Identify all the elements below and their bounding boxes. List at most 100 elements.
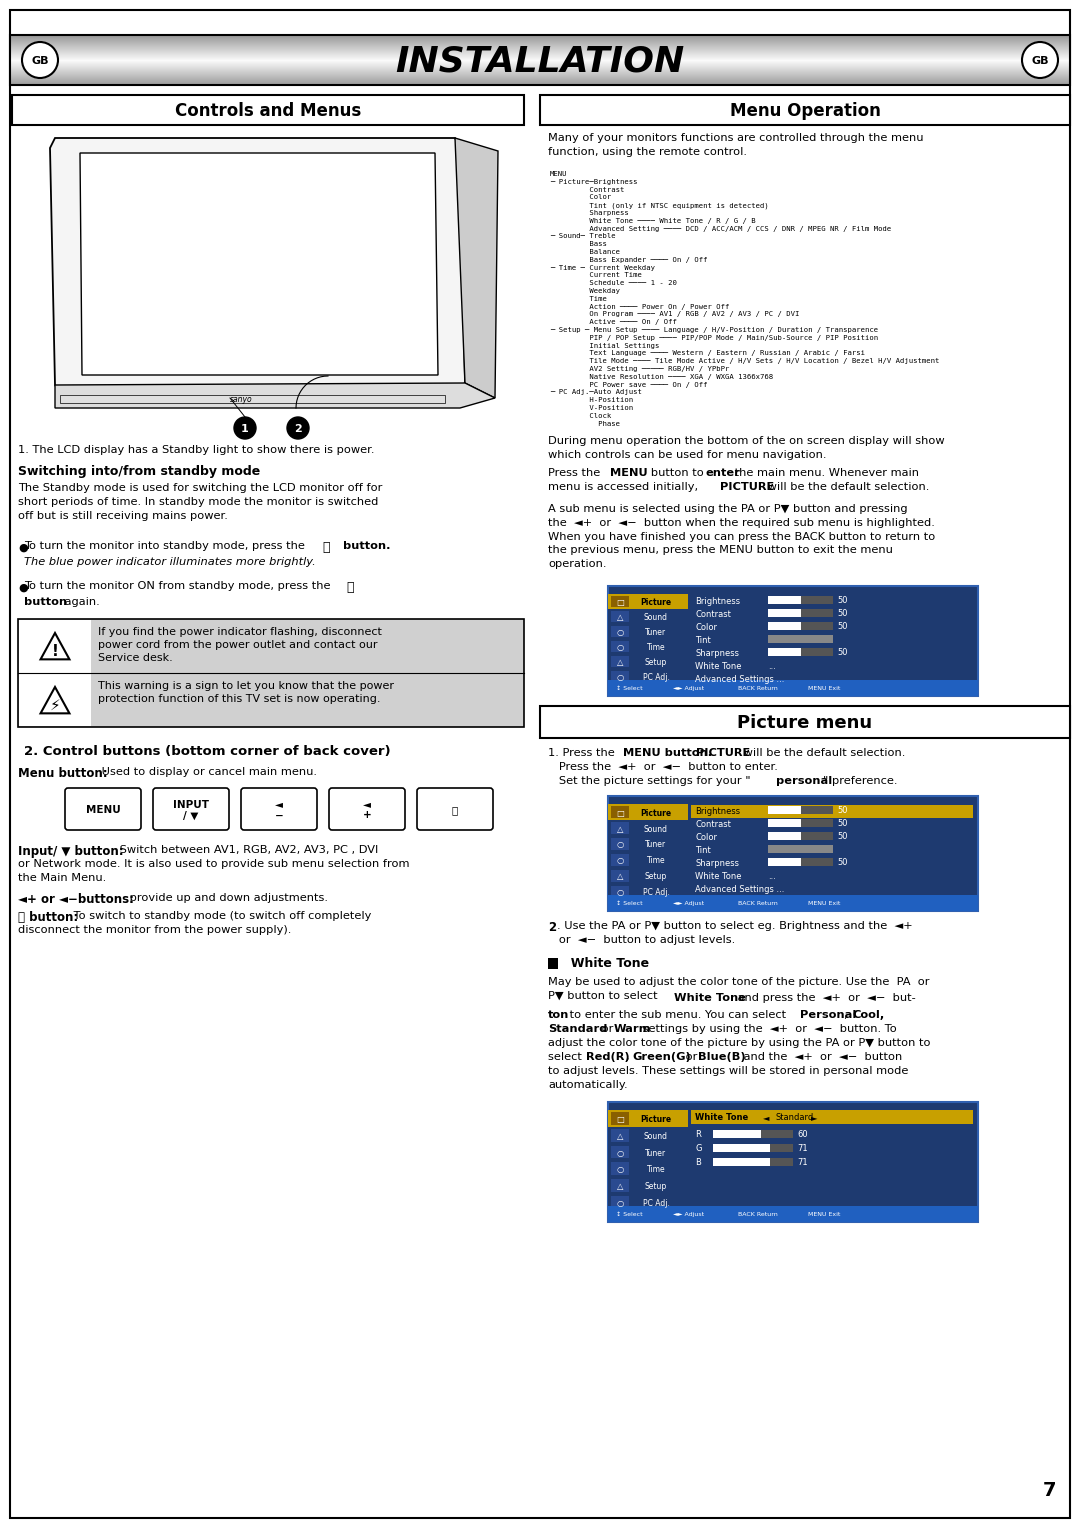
Text: A sub menu is selected using the PA or P▼ button and pressing
the  ◄+  or  ◄−  b: A sub menu is selected using the PA or P… xyxy=(548,504,935,568)
Text: button.: button. xyxy=(335,541,391,552)
Text: ⚡: ⚡ xyxy=(50,698,60,714)
Text: Balance: Balance xyxy=(550,249,620,255)
Text: Press the: Press the xyxy=(548,469,607,478)
Text: Red(R): Red(R) xyxy=(586,1053,630,1062)
Text: Cool,: Cool, xyxy=(852,1010,885,1021)
Circle shape xyxy=(234,417,256,439)
Text: Input/ ▼ button:: Input/ ▼ button: xyxy=(18,845,123,859)
Bar xyxy=(611,1129,629,1141)
Text: Color: Color xyxy=(550,194,611,200)
Text: ─ Picture─Brightness: ─ Picture─Brightness xyxy=(550,179,637,185)
Text: R: R xyxy=(696,1129,701,1138)
Text: White Tone: White Tone xyxy=(696,872,742,882)
Bar xyxy=(768,833,833,840)
Text: Used to display or cancel main menu.: Used to display or cancel main menu. xyxy=(98,767,318,778)
Text: Green(G): Green(G) xyxy=(632,1053,691,1062)
Text: Tint (only if NTSC equipment is detected): Tint (only if NTSC equipment is detected… xyxy=(550,202,769,209)
Text: Initial Settings: Initial Settings xyxy=(550,342,660,348)
Text: select: select xyxy=(548,1053,585,1062)
Text: Advanced Settings ...: Advanced Settings ... xyxy=(696,885,784,894)
Bar xyxy=(608,1177,688,1195)
Text: PIP / POP Setup ──── PIP/POP Mode / Main/Sub-Source / PIP Position: PIP / POP Setup ──── PIP/POP Mode / Main… xyxy=(550,335,878,341)
Text: Tuner: Tuner xyxy=(646,628,666,637)
Bar xyxy=(768,819,800,827)
Text: On Program ──── AV1 / RGB / AV2 / AV3 / PC / DVI: On Program ──── AV1 / RGB / AV2 / AV3 / … xyxy=(550,312,799,318)
Text: Tint: Tint xyxy=(696,636,711,645)
Text: 50: 50 xyxy=(837,805,848,814)
FancyBboxPatch shape xyxy=(65,788,141,830)
Text: Picture: Picture xyxy=(640,599,672,608)
Text: Standard: Standard xyxy=(775,1112,813,1122)
Bar xyxy=(611,1180,629,1192)
Text: White Tone: White Tone xyxy=(696,662,742,671)
Text: MENU: MENU xyxy=(550,171,567,177)
Text: " preference.: " preference. xyxy=(823,776,897,787)
Text: ─ PC Adj.─Auto Adjust: ─ PC Adj.─Auto Adjust xyxy=(550,390,642,396)
Text: BACK Return: BACK Return xyxy=(738,686,778,691)
Text: ↕ Select: ↕ Select xyxy=(616,686,643,691)
Text: B: B xyxy=(696,1158,701,1167)
Polygon shape xyxy=(455,138,498,397)
Bar xyxy=(713,1144,793,1152)
Text: G: G xyxy=(696,1144,702,1154)
Circle shape xyxy=(287,417,309,439)
Text: ⏻: ⏻ xyxy=(451,805,458,814)
Text: Picture: Picture xyxy=(640,808,672,817)
Text: ○: ○ xyxy=(617,856,623,865)
Bar xyxy=(608,1111,688,1129)
Text: Time: Time xyxy=(647,856,665,865)
Text: MENU: MENU xyxy=(610,469,648,478)
Text: and press the  ◄+  or  ◄−  but-: and press the ◄+ or ◄− but- xyxy=(734,993,916,1004)
Text: enter: enter xyxy=(705,469,740,478)
Text: MENU Exit: MENU Exit xyxy=(808,686,840,691)
Text: disconnect the monitor from the power supply).: disconnect the monitor from the power su… xyxy=(18,924,292,935)
Bar xyxy=(608,821,688,837)
Text: Picture: Picture xyxy=(640,1115,672,1125)
Text: 2: 2 xyxy=(548,921,556,935)
Bar xyxy=(611,1196,629,1209)
Text: Advanced Settings ...: Advanced Settings ... xyxy=(696,675,784,685)
Text: ●: ● xyxy=(18,542,28,553)
Text: MENU button.: MENU button. xyxy=(623,749,712,758)
Text: Warm: Warm xyxy=(615,1024,651,1034)
Text: Switching into/from standby mode: Switching into/from standby mode xyxy=(18,465,260,478)
Text: Tint: Tint xyxy=(696,847,711,854)
Text: ○: ○ xyxy=(617,628,623,637)
Bar xyxy=(608,1128,688,1144)
Text: Blue(B): Blue(B) xyxy=(698,1053,745,1062)
Text: ○: ○ xyxy=(617,1149,623,1158)
Text: ○: ○ xyxy=(617,1166,623,1174)
Bar xyxy=(611,1112,629,1125)
Text: ↕ Select: ↕ Select xyxy=(616,902,643,906)
Bar xyxy=(608,895,978,911)
Text: ○: ○ xyxy=(617,643,623,652)
Text: V-Position: V-Position xyxy=(550,405,633,411)
Bar xyxy=(713,1144,770,1152)
Text: Sharpness: Sharpness xyxy=(696,859,739,868)
Bar xyxy=(768,622,800,631)
Text: ⏻: ⏻ xyxy=(322,541,329,555)
Text: △: △ xyxy=(617,659,623,668)
Bar xyxy=(713,1131,761,1138)
Bar xyxy=(608,836,688,853)
Text: Schedule ──── 1 - 20: Schedule ──── 1 - 20 xyxy=(550,280,677,286)
Text: Color: Color xyxy=(696,623,717,633)
Text: ◄
+: ◄ + xyxy=(363,799,372,821)
Text: the main menu. Whenever main: the main menu. Whenever main xyxy=(731,469,919,478)
Text: Setup: Setup xyxy=(645,872,667,882)
Text: will be the default selection.: will be the default selection. xyxy=(740,749,905,758)
Bar xyxy=(768,807,800,814)
Text: to enter the sub menu. You can select: to enter the sub menu. You can select xyxy=(566,1010,789,1021)
Text: again.: again. xyxy=(60,597,99,607)
Text: 60: 60 xyxy=(797,1129,808,1138)
Text: automatically.: automatically. xyxy=(548,1080,627,1091)
Text: ◄► Adjust: ◄► Adjust xyxy=(673,686,704,691)
Text: Menu Operation: Menu Operation xyxy=(730,102,880,121)
Text: ton: ton xyxy=(548,1010,569,1021)
Text: □: □ xyxy=(616,599,624,608)
Text: button to: button to xyxy=(640,469,707,478)
Text: White Tone: White Tone xyxy=(562,958,649,970)
Text: 2: 2 xyxy=(294,423,302,434)
Text: or Network mode. It is also used to provide sub menu selection from: or Network mode. It is also used to prov… xyxy=(18,859,409,869)
Bar xyxy=(608,625,688,640)
